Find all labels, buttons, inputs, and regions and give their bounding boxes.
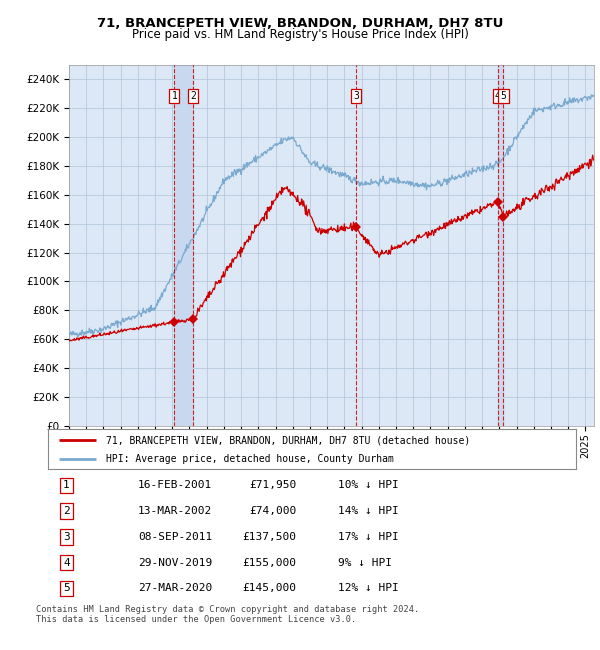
Text: 3: 3 [353,90,359,101]
Text: 10% ↓ HPI: 10% ↓ HPI [338,480,399,490]
Text: £74,000: £74,000 [249,506,296,516]
Text: 14% ↓ HPI: 14% ↓ HPI [338,506,399,516]
Text: Contains HM Land Registry data © Crown copyright and database right 2024.
This d: Contains HM Land Registry data © Crown c… [36,604,419,624]
Text: Price paid vs. HM Land Registry's House Price Index (HPI): Price paid vs. HM Land Registry's House … [131,28,469,41]
Text: 5: 5 [500,90,506,101]
Bar [175,65,193,426]
Text: 12% ↓ HPI: 12% ↓ HPI [338,584,399,593]
Text: 13-MAR-2002: 13-MAR-2002 [138,506,212,516]
Text: 16-FEB-2001: 16-FEB-2001 [138,480,212,490]
Text: 17% ↓ HPI: 17% ↓ HPI [338,532,399,542]
Text: £137,500: £137,500 [242,532,296,542]
Text: 4: 4 [63,558,70,567]
Text: 1: 1 [172,90,177,101]
Text: 71, BRANCEPETH VIEW, BRANDON, DURHAM, DH7 8TU: 71, BRANCEPETH VIEW, BRANDON, DURHAM, DH… [97,17,503,30]
Text: £145,000: £145,000 [242,584,296,593]
Bar [498,65,503,426]
Text: 2: 2 [63,506,70,516]
Text: 4: 4 [495,90,501,101]
Text: 71, BRANCEPETH VIEW, BRANDON, DURHAM, DH7 8TU (detached house): 71, BRANCEPETH VIEW, BRANDON, DURHAM, DH… [106,436,470,445]
Text: 29-NOV-2019: 29-NOV-2019 [138,558,212,567]
Text: 08-SEP-2011: 08-SEP-2011 [138,532,212,542]
Text: 1: 1 [63,480,70,490]
Text: 3: 3 [63,532,70,542]
Text: 27-MAR-2020: 27-MAR-2020 [138,584,212,593]
Text: 9% ↓ HPI: 9% ↓ HPI [338,558,392,567]
Text: HPI: Average price, detached house, County Durham: HPI: Average price, detached house, Coun… [106,454,394,464]
Text: 2: 2 [190,90,196,101]
Text: 5: 5 [63,584,70,593]
Text: £71,950: £71,950 [249,480,296,490]
Text: £155,000: £155,000 [242,558,296,567]
